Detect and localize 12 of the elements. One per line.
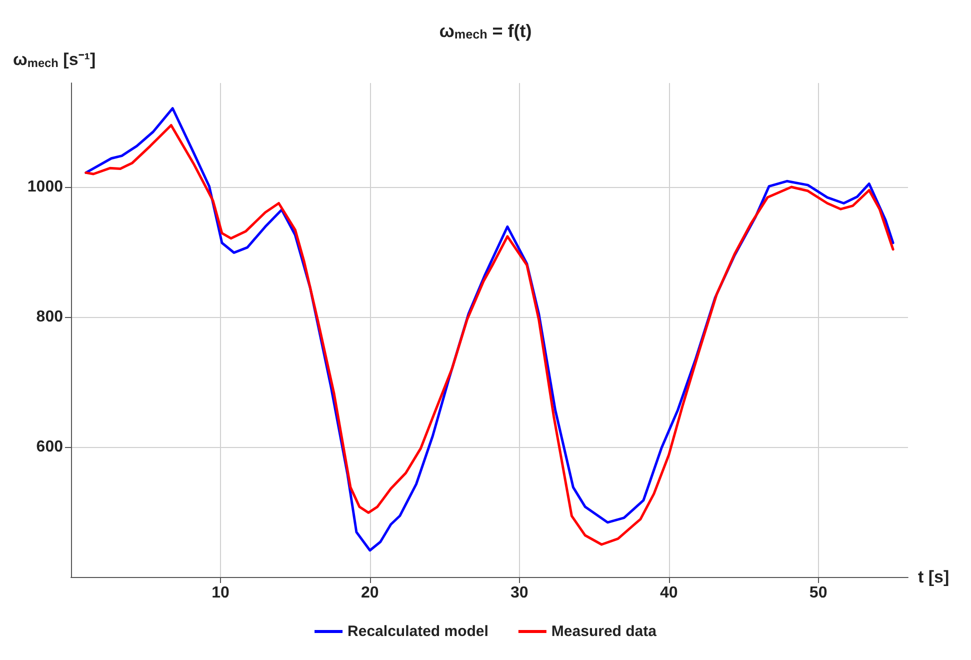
x-tick-label: 30: [510, 584, 528, 602]
x-tick-label: 10: [212, 584, 230, 602]
x-tick-label: 20: [361, 584, 379, 602]
x-axis-title: t [s]: [918, 568, 950, 586]
chart-title: ωmech = f(t): [439, 21, 532, 42]
legend-label: Recalculated model: [348, 623, 488, 640]
y-tick-label: 1000: [27, 178, 64, 196]
y-tick-label: 800: [36, 308, 64, 326]
legend-label: Measured data: [551, 623, 658, 640]
x-tick-label: 50: [809, 584, 828, 602]
x-tick-label: 40: [660, 584, 678, 602]
y-tick-label: 600: [36, 438, 64, 456]
